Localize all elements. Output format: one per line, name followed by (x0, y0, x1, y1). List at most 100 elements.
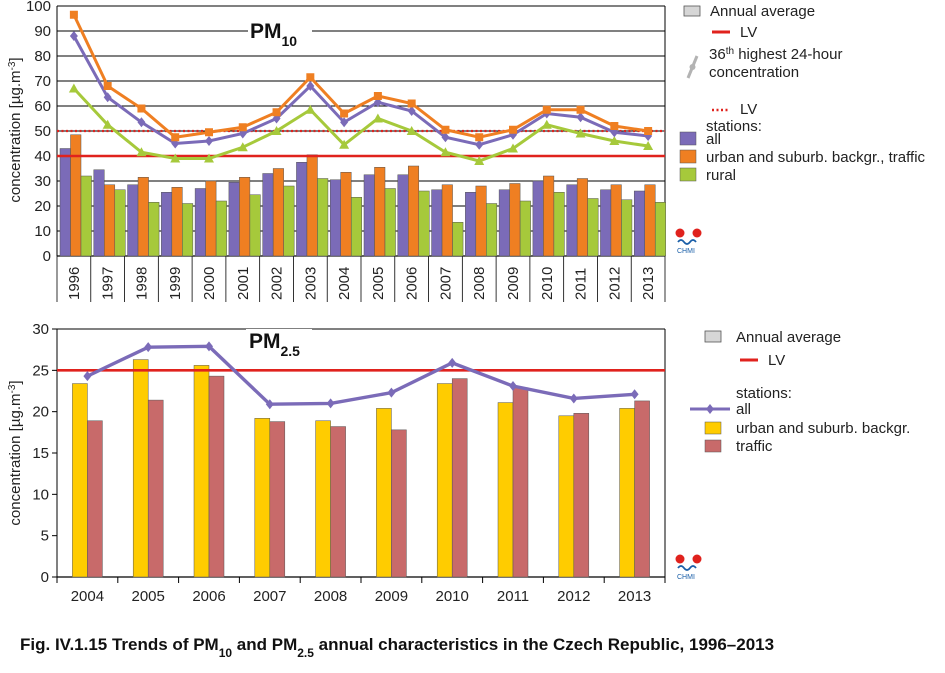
bar (576, 178, 588, 257)
line-marker (610, 122, 619, 130)
bar (329, 179, 341, 257)
legend-label-series: all (706, 131, 721, 148)
x-tick-label: 2013 (640, 267, 657, 300)
y-tick-label: 70 (34, 73, 51, 90)
x-tick-label: 1996 (66, 267, 83, 300)
chmi-logo: CHMI (675, 228, 702, 255)
legend-swatch-series (679, 149, 697, 164)
x-tick-label: 2013 (618, 588, 651, 605)
x-tick-label: 2007 (253, 588, 286, 605)
line-marker (205, 136, 213, 146)
bar (59, 148, 71, 257)
bar (512, 387, 529, 578)
x-tick-label: 2012 (606, 267, 623, 300)
line-marker (69, 10, 78, 19)
y-tick-label: 20 (34, 198, 51, 215)
x-tick-label: 2007 (437, 267, 454, 300)
bar (558, 415, 575, 578)
bar (532, 180, 544, 257)
logo-dot (692, 228, 702, 238)
bar (194, 188, 206, 257)
line-marker (305, 104, 316, 114)
x-tick-label: 1998 (133, 267, 150, 300)
bar (452, 222, 464, 257)
legend-marker-36th (689, 64, 696, 70)
legend-marker-all (706, 404, 714, 414)
bar (465, 192, 477, 257)
bar (283, 185, 295, 257)
y-axis-label: concentration [µg.m-3] (7, 380, 25, 525)
line-marker (576, 112, 585, 123)
line-marker (271, 126, 282, 135)
line-marker (237, 142, 248, 152)
bar (610, 184, 622, 257)
legend-label-all: all (736, 401, 751, 418)
legend-swatch-urban (704, 421, 722, 435)
line-marker (306, 81, 315, 91)
x-tick-label: 2008 (471, 267, 488, 300)
line-marker (170, 153, 181, 163)
x-tick-label: 2010 (436, 588, 469, 605)
x-tick-label: 2004 (336, 267, 353, 300)
bar (148, 202, 160, 257)
bar (509, 183, 521, 257)
bar (350, 197, 362, 257)
bar (272, 168, 284, 257)
bar (441, 184, 453, 257)
x-tick-label: 2004 (71, 588, 104, 605)
line-marker (136, 147, 147, 157)
bar (127, 184, 139, 257)
legend-swatch-traffic (704, 439, 722, 453)
x-tick-label: 2005 (370, 267, 387, 300)
bar (497, 402, 514, 578)
legend-label-annual: Annual average (710, 3, 815, 20)
chart-title: PM10 (250, 20, 297, 49)
bar (239, 177, 251, 257)
logo-dot (675, 228, 685, 238)
line-marker (441, 125, 450, 134)
line-marker (83, 371, 92, 382)
legend-label-series: rural (706, 167, 736, 184)
bar (317, 178, 329, 257)
bar (498, 189, 510, 257)
line-36th-0 (72, 35, 649, 147)
bar (205, 180, 217, 257)
line-marker (171, 133, 180, 142)
bar (621, 199, 633, 257)
y-tick-label: 5 (41, 528, 49, 545)
logo-dot (692, 554, 702, 564)
legend-label-stations: stations: (706, 118, 762, 135)
y-tick-label: 0 (43, 248, 51, 265)
y-tick-label: 25 (32, 362, 49, 379)
legend-label-lv: LV (740, 24, 757, 41)
bar (87, 420, 103, 578)
chart-title: PM2.5 (249, 330, 300, 359)
x-tick-label: 2000 (201, 267, 218, 300)
bar (431, 189, 443, 257)
x-tick-label: 2010 (539, 267, 556, 300)
legend-swatch-annual (704, 330, 722, 343)
line-marker (68, 83, 79, 93)
x-tick-label: 2005 (132, 588, 165, 605)
line-marker (475, 133, 484, 142)
x-tick-label: 2003 (302, 267, 319, 300)
bar (376, 408, 392, 578)
logo-wave (677, 565, 697, 571)
x-tick-label: 2009 (505, 267, 522, 300)
line-36th-1 (72, 14, 649, 139)
line-marker (102, 119, 113, 129)
bar (137, 177, 149, 257)
legend-label-stations: stations: (736, 385, 792, 402)
line-marker (204, 153, 214, 163)
logo-text: CHMI (677, 248, 695, 255)
bar (72, 383, 88, 578)
y-tick-label: 30 (32, 321, 49, 338)
legend-label-36th-2: concentration (709, 64, 799, 81)
bar (553, 192, 565, 257)
x-tick-label: 2009 (375, 588, 408, 605)
bar (384, 188, 396, 257)
line-marker (508, 143, 518, 153)
y-tick-label: 40 (34, 148, 51, 165)
x-tick-label: 2006 (192, 588, 225, 605)
